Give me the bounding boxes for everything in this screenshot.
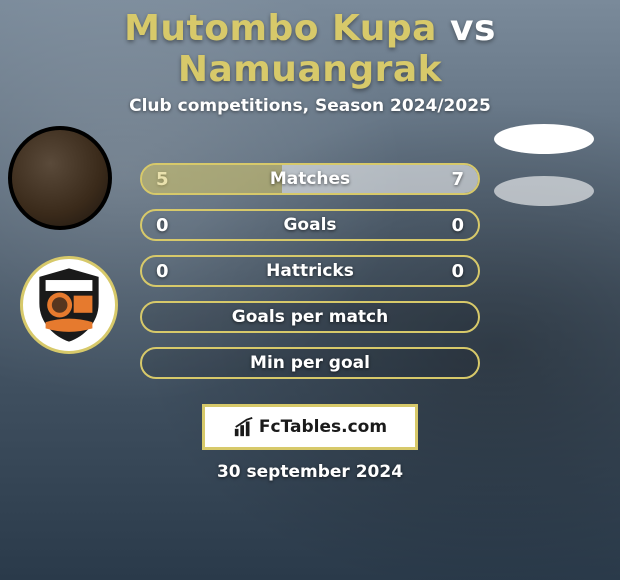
brand-box: FcTables.com [202, 404, 418, 450]
stat-bar: Matches [140, 163, 480, 195]
player2-name: Namuangrak [178, 49, 442, 90]
stat-fill-left [142, 165, 282, 193]
stat-bar: Hattricks [140, 255, 480, 287]
stat-row: 0Goals0 [10, 202, 610, 248]
stat-row: Min per goal [10, 340, 610, 386]
stat-rows: 5Matches70Goals00Hattricks0Goals per mat… [10, 156, 610, 386]
player2-indicator-1 [494, 124, 594, 154]
brand-logo-icon [233, 416, 255, 438]
date-stamp: 30 september 2024 [0, 462, 620, 482]
stat-row: Goals per match [10, 294, 610, 340]
vs-text: vs [450, 8, 496, 49]
stat-label: Min per goal [250, 353, 370, 373]
brand-text: FcTables.com [259, 417, 387, 437]
stat-label: Hattricks [266, 261, 354, 281]
comparison-card: Mutombo Kupa vs Namuangrak Club competit… [0, 0, 620, 482]
stat-bar: Min per goal [140, 347, 480, 379]
stat-bar: Goals per match [140, 301, 480, 333]
title: Mutombo Kupa vs Namuangrak [0, 8, 620, 90]
stat-label: Matches [270, 169, 350, 189]
stat-right-value: 0 [451, 215, 464, 236]
stat-label: Goals [283, 215, 336, 235]
subtitle: Club competitions, Season 2024/2025 [0, 96, 620, 116]
stat-label: Goals per match [232, 307, 388, 327]
stat-row: 0Hattricks0 [10, 248, 610, 294]
player1-name: Mutombo Kupa [124, 8, 437, 49]
stat-right-value: 0 [451, 261, 464, 282]
stat-right-value: 7 [451, 169, 464, 190]
stat-bar: Goals [140, 209, 480, 241]
stat-row: 5Matches7 [10, 156, 610, 202]
